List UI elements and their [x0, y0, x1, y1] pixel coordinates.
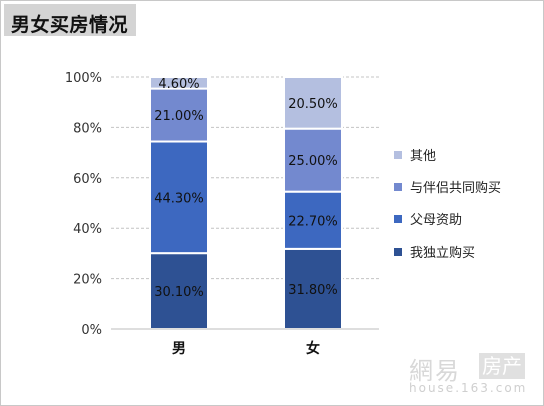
legend-swatch [394, 183, 402, 191]
data-label: 31.80% [288, 283, 338, 298]
x-category-label: 男 [172, 341, 186, 357]
page-title: 男女买房情况 [11, 14, 129, 36]
legend-label: 父母资助 [410, 213, 462, 228]
y-tick-label: 0% [81, 323, 102, 338]
legend-label: 与伴侣共同购买 [410, 180, 501, 196]
data-label: 25.00% [288, 154, 338, 169]
x-category-label: 女 [306, 340, 320, 357]
data-label: 30.10% [154, 285, 204, 300]
watermark: 網易 房产 house.163.com [409, 351, 541, 401]
watermark-url: house.163.com [409, 381, 528, 395]
y-tick-label: 40% [73, 222, 102, 237]
legend-swatch [394, 151, 402, 159]
bar-segment [283, 127, 343, 193]
y-tick-label: 80% [73, 121, 102, 136]
legend-swatch [394, 248, 402, 256]
data-label: 20.50% [288, 97, 338, 112]
watermark-section: 房产 [479, 353, 525, 379]
axes: 0% 20% 40% 60% 80% 100% 男 女 [65, 71, 379, 357]
bar-segment [149, 87, 209, 143]
bar-segment [283, 190, 343, 250]
watermark-brand: 網易 [409, 357, 461, 385]
bars: 30.10% 44.30% 21.00% 4.60% 31.80% 22.70% 25.00… [149, 76, 343, 330]
legend-swatch [394, 215, 402, 223]
y-tick-label: 20% [73, 273, 102, 288]
data-label: 22.70% [288, 214, 338, 229]
title-box: 男女买房情况 [4, 4, 136, 36]
data-label: 4.60% [158, 77, 199, 92]
data-label: 44.30% [154, 191, 204, 206]
bar-segment [149, 76, 209, 90]
legend-label: 我独立购买 [410, 245, 475, 261]
data-label: 21.00% [154, 109, 204, 124]
legend-label: 其他 [410, 149, 436, 164]
bar-segment [283, 76, 343, 130]
y-tick-label: 100% [65, 71, 102, 86]
y-tick-label: 60% [73, 172, 102, 187]
